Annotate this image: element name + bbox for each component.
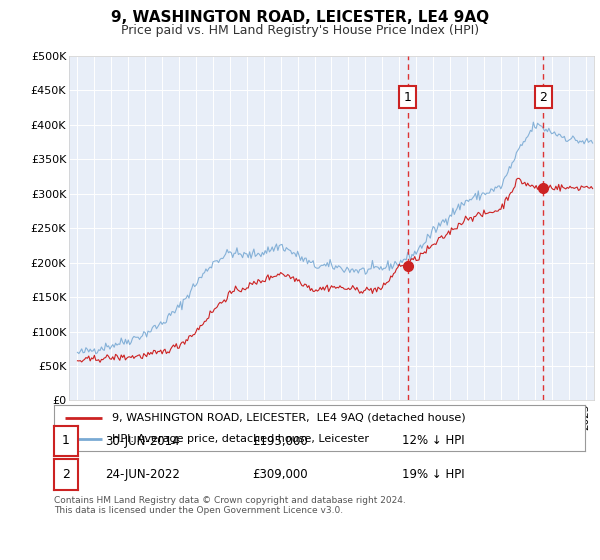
Text: 19% ↓ HPI: 19% ↓ HPI xyxy=(402,468,464,481)
Text: 2: 2 xyxy=(62,468,70,481)
Text: £195,000: £195,000 xyxy=(252,435,308,447)
Text: 24-JUN-2022: 24-JUN-2022 xyxy=(105,468,180,481)
Text: 1: 1 xyxy=(404,91,412,104)
Text: Price paid vs. HM Land Registry's House Price Index (HPI): Price paid vs. HM Land Registry's House … xyxy=(121,24,479,36)
Text: 12% ↓ HPI: 12% ↓ HPI xyxy=(402,435,464,447)
Text: 9, WASHINGTON ROAD, LEICESTER, LE4 9AQ: 9, WASHINGTON ROAD, LEICESTER, LE4 9AQ xyxy=(111,10,489,25)
Text: 9, WASHINGTON ROAD, LEICESTER,  LE4 9AQ (detached house): 9, WASHINGTON ROAD, LEICESTER, LE4 9AQ (… xyxy=(112,413,466,423)
Text: £309,000: £309,000 xyxy=(252,468,308,481)
Text: HPI: Average price, detached house, Leicester: HPI: Average price, detached house, Leic… xyxy=(112,435,370,444)
Text: 1: 1 xyxy=(62,435,70,447)
Text: 30-JUN-2014: 30-JUN-2014 xyxy=(105,435,179,447)
Text: 2: 2 xyxy=(539,91,547,104)
Text: Contains HM Land Registry data © Crown copyright and database right 2024.
This d: Contains HM Land Registry data © Crown c… xyxy=(54,496,406,515)
